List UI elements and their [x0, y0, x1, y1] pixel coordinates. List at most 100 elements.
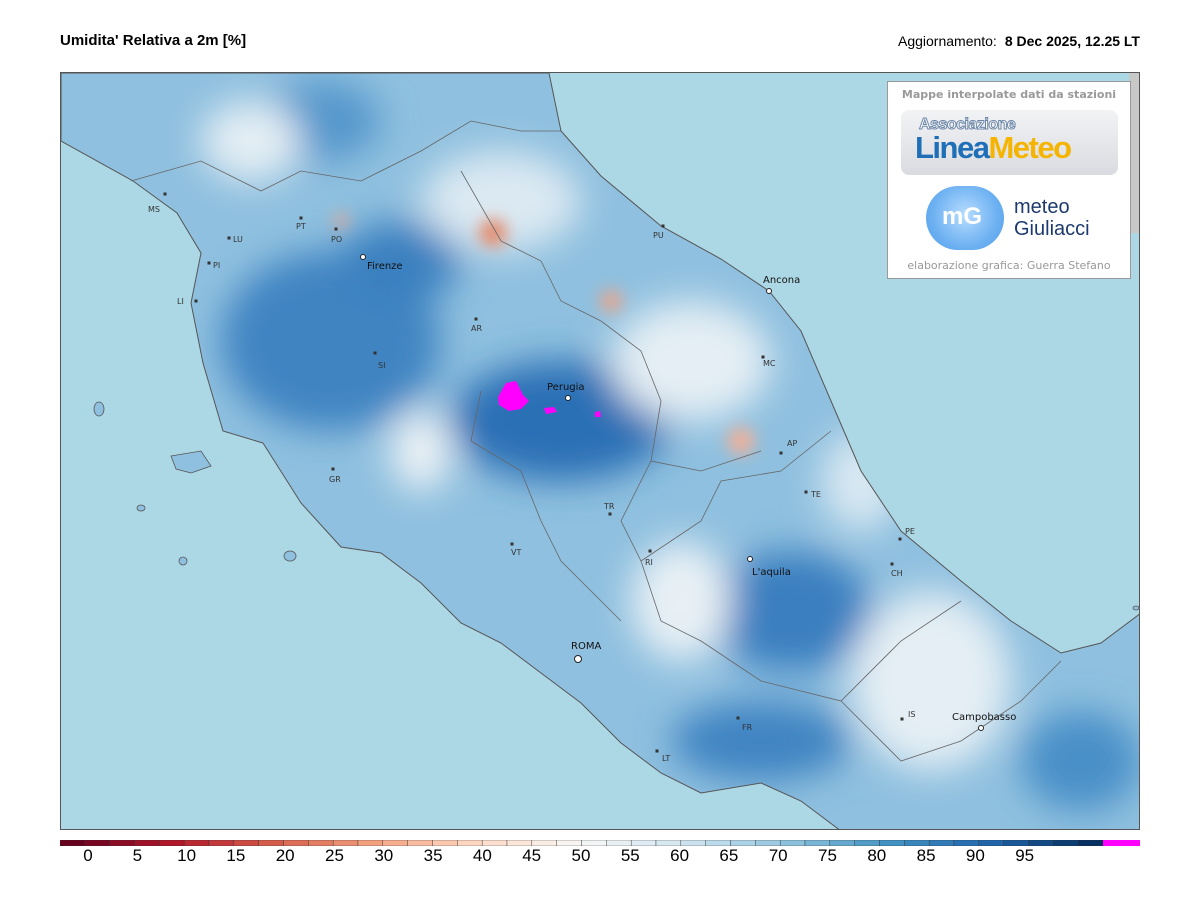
foreign-land [1129, 73, 1139, 233]
province-te[interactable]: TE [804, 490, 821, 499]
province-label: TE [810, 490, 821, 499]
colorbar-tick-label: 35 [423, 846, 443, 865]
province-pu[interactable]: PU [653, 224, 665, 241]
svg-text:L'aquila: L'aquila [752, 567, 791, 578]
province-lu[interactable]: LU [227, 235, 244, 244]
province-tr[interactable]: TR [603, 502, 615, 516]
province-label: AR [471, 324, 482, 333]
province-marker [804, 490, 808, 494]
colorbar-tick-label: 5 [132, 846, 143, 865]
province-mc[interactable]: MC [761, 355, 776, 369]
province-label: TR [603, 502, 615, 511]
credits-heading: Mappe interpolate dati da stazioni [901, 88, 1117, 101]
province-label: MS [148, 205, 160, 214]
province-li[interactable]: LI [177, 297, 198, 306]
colorbar-tick-label: 90 [965, 846, 985, 865]
province-label: PE [905, 527, 915, 536]
update-label: Aggiornamento: [897, 33, 997, 49]
province-marker [373, 351, 377, 355]
colorbar-segment [1077, 840, 1104, 846]
province-marker [227, 236, 231, 240]
colorbar-tick-label: 55 [620, 846, 640, 865]
province-ms[interactable]: MS [148, 192, 167, 215]
lineameteo-logo-linea: Linea [915, 130, 990, 165]
colorbar-tick-label: 0 [83, 846, 93, 865]
meteogiuliacci-logo-icon[interactable]: mG [926, 182, 1004, 250]
colorbar-tick-label: 45 [522, 846, 542, 865]
colorbar-tick-label: 30 [374, 846, 394, 865]
province-ch[interactable]: CH [890, 562, 903, 579]
province-ri[interactable]: RI [645, 549, 653, 568]
city-markers: Firenze Perugia Ancona L'aquila ROMA Cam… [360, 254, 1016, 731]
province-label: FR [742, 723, 753, 732]
city-firenze[interactable]: Firenze [360, 254, 403, 273]
province-label: LU [233, 235, 243, 244]
province-marker [648, 549, 652, 553]
province-gr[interactable]: GR [329, 467, 341, 485]
province-label: PT [296, 222, 306, 231]
province-pi[interactable]: PI [207, 261, 221, 270]
update-timestamp: 8 Dec 2025, 12.25 LT [1004, 33, 1140, 49]
province-marker [736, 716, 740, 720]
colorbar-segment [1053, 840, 1079, 846]
province-label: IS [908, 710, 915, 719]
colorbar-tick-label: 60 [670, 846, 690, 865]
colorbar-tick-label: 95 [1015, 846, 1035, 865]
province-fr[interactable]: FR [736, 716, 753, 733]
city-perugia[interactable]: Perugia [547, 382, 585, 401]
province-marker [898, 537, 902, 541]
colorbar-tick-label: 40 [472, 846, 492, 865]
province-label: RI [645, 558, 653, 567]
province-po[interactable]: PO [331, 227, 342, 245]
colorbar-over-range [1103, 840, 1140, 846]
province-marker [761, 355, 765, 359]
province-label: VT [511, 548, 521, 557]
map-canvas: Firenze Perugia Ancona L'aquila ROMA Cam… [61, 73, 1139, 829]
lineameteo-logo-top: Associazione [918, 116, 1016, 134]
credits-footer: elaborazione grafica: Guerra Stefano [907, 259, 1111, 272]
colorbar-segment [60, 840, 86, 846]
province-ap[interactable]: AP [779, 439, 798, 455]
province-marker [900, 717, 904, 721]
province-pe[interactable]: PE [898, 527, 915, 541]
svg-text:Perugia: Perugia [547, 382, 585, 393]
province-markers: MS LU PI LI PT PO AR SI GR VT TR RI PU MC AP TE PE CH IS FR… [148, 192, 916, 764]
province-label: LT [662, 754, 670, 763]
svg-text:Ancona: Ancona [763, 275, 800, 286]
colorbar-tick-label: 85 [916, 846, 936, 865]
humidity-map[interactable]: Firenze Perugia Ancona L'aquila ROMA Cam… [60, 72, 1140, 830]
city-roma[interactable]: ROMA [571, 641, 601, 663]
city-campobasso[interactable]: Campobasso [952, 712, 1016, 731]
city-ancona[interactable]: Ancona [763, 275, 800, 294]
province-si[interactable]: SI [373, 351, 386, 371]
colorbar-tick-label: 25 [325, 846, 344, 865]
svg-text:Firenze: Firenze [367, 261, 403, 272]
province-vt[interactable]: VT [510, 542, 522, 558]
province-is[interactable]: IS [900, 710, 916, 721]
city-laquila[interactable]: L'aquila [747, 556, 791, 579]
colorbar-tick-label: 20 [275, 846, 295, 865]
over-range-area [544, 407, 557, 414]
province-marker [510, 542, 514, 546]
region-borders [130, 120, 1062, 762]
province-marker [779, 451, 783, 455]
province-marker [331, 467, 335, 471]
map-title: Umidita' Relativa a 2m [%] [60, 32, 247, 49]
province-label: PI [213, 261, 220, 270]
province-label: PU [653, 231, 664, 240]
province-label: SI [378, 361, 385, 370]
lineameteo-logo-meteo: Meteo [988, 130, 1072, 165]
province-lt[interactable]: LT [655, 749, 671, 764]
svg-text:ROMA: ROMA [571, 641, 601, 652]
province-pt[interactable]: PT [296, 216, 306, 232]
meteogiuliacci-logo-text[interactable]: meteo Giuliacci [1014, 196, 1090, 240]
colorbar-tick-label: 50 [571, 846, 591, 865]
province-marker [661, 224, 665, 228]
province-label: LI [177, 297, 184, 306]
svg-text:Campobasso: Campobasso [952, 712, 1016, 723]
lineameteo-logo[interactable]: Associazione LineaMeteo [901, 110, 1118, 175]
colorbar-segment [109, 840, 135, 846]
province-marker [608, 512, 612, 516]
province-label: PO [331, 235, 342, 244]
province-ar[interactable]: AR [471, 317, 482, 334]
